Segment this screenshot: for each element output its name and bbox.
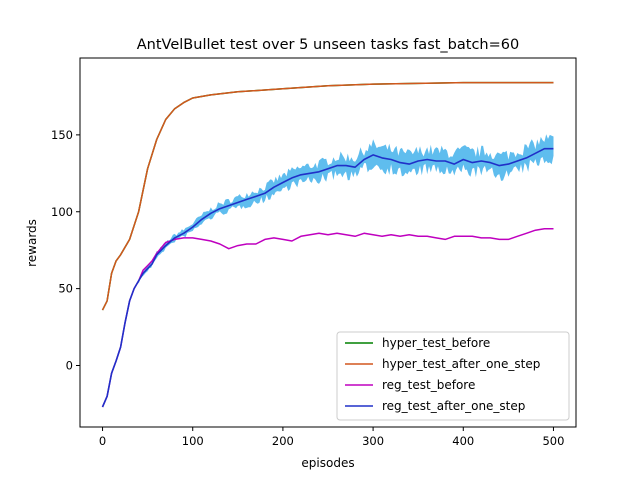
chart-title: AntVelBullet test over 5 unseen tasks fa…	[137, 37, 519, 53]
plot-area-frame	[79, 57, 577, 428]
x-tick-label: 300	[362, 434, 384, 448]
x-tick-label: 500	[542, 434, 564, 448]
legend: hyper_test_before hyper_test_after_one_st…	[336, 331, 570, 421]
y-tick-label: 0	[66, 359, 73, 373]
x-tick-label: 400	[452, 434, 474, 448]
x-axis-label: episodes	[301, 456, 354, 470]
x-tick-label: 200	[272, 434, 294, 448]
legend-label: reg_test_after_one_step	[382, 399, 525, 413]
series-line-reg-test-before	[101, 227, 554, 408]
y-axis-ticks: 0 50 100 150	[51, 128, 80, 373]
legend-label: hyper_test_after_one_step	[382, 357, 540, 371]
legend-box	[336, 331, 570, 421]
y-axis-label: rewards	[25, 219, 39, 267]
y-tick-label: 150	[51, 128, 73, 142]
y-tick-label: 50	[58, 282, 73, 296]
series-line-reg-test-after-one-step	[101, 147, 554, 408]
legend-label: hyper_test_before	[382, 336, 490, 350]
y-tick-label: 100	[51, 205, 73, 219]
x-axis-ticks: 0 100 200 300 400 500	[99, 427, 564, 448]
reg-after-variance-band	[138, 134, 554, 284]
series-lines-layer	[101, 81, 554, 408]
legend-label: reg_test_before	[382, 378, 475, 392]
series-fill-layer	[138, 134, 554, 284]
x-tick-label: 100	[182, 434, 204, 448]
series-line-hyper-test-after-one-step	[101, 81, 554, 311]
x-tick-label: 0	[99, 434, 106, 448]
